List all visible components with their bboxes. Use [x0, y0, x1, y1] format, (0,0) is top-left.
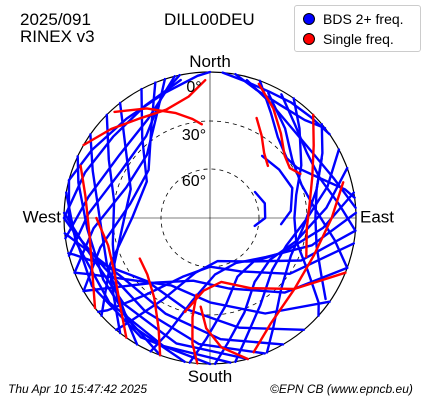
legend-label-single: Single freq.	[323, 31, 394, 47]
legend-dot-blue-icon	[303, 13, 315, 25]
legend: BDS 2+ freq. Single freq.	[294, 5, 421, 52]
track-single-6	[138, 257, 162, 357]
legend-label-dual: BDS 2+ freq.	[323, 11, 404, 27]
track-single-7	[95, 216, 128, 339]
track-dual-4	[234, 148, 341, 363]
station-title: DILL00DEU	[164, 10, 255, 29]
label-east: East	[360, 207, 394, 226]
track-dual-23	[82, 81, 157, 293]
label-south: South	[188, 367, 232, 386]
track-dual-18	[76, 155, 186, 363]
track-dual-2	[292, 97, 320, 317]
elev-label-0: 0°	[186, 79, 201, 96]
track-single-2	[252, 181, 345, 354]
track-single-10	[113, 107, 203, 126]
track-single-1	[305, 113, 315, 259]
track-dual-10	[82, 266, 349, 294]
track-single-3	[183, 271, 347, 314]
track-dual-33	[234, 73, 327, 130]
track-dual-5	[213, 166, 349, 366]
track-dual-26	[64, 74, 181, 240]
legend-item-single: Single freq.	[303, 30, 394, 48]
track-single-5	[191, 293, 199, 365]
legend-item-dual: BDS 2+ freq.	[303, 10, 404, 28]
elev-label-30: 30°	[182, 127, 206, 144]
elev-label-60: 60°	[182, 173, 206, 190]
track-single-9	[82, 79, 207, 147]
track-dual-27	[260, 154, 294, 226]
label-north: North	[189, 52, 231, 71]
satellite-tracks	[62, 70, 358, 366]
track-single-0	[257, 82, 302, 176]
track-dual-28	[253, 190, 267, 228]
track-dual-15	[62, 211, 249, 361]
track-dual-35	[62, 78, 182, 220]
track-dual-22	[100, 87, 148, 317]
track-single-4	[199, 305, 249, 361]
legend-dot-red-icon	[303, 33, 315, 45]
label-west: West	[23, 207, 62, 226]
track-dual-29	[267, 91, 349, 270]
footer-timestamp: Thu Apr 10 15:47:42 2025	[8, 382, 147, 396]
track-dual-12	[67, 252, 305, 331]
format-label: RINEX v3	[20, 27, 95, 46]
track-single-8	[79, 164, 97, 310]
track-single-11	[255, 116, 270, 168]
footer-credit: ©EPN CB (www.epncb.eu)	[270, 382, 413, 396]
date-label: 2025/091	[20, 10, 91, 29]
